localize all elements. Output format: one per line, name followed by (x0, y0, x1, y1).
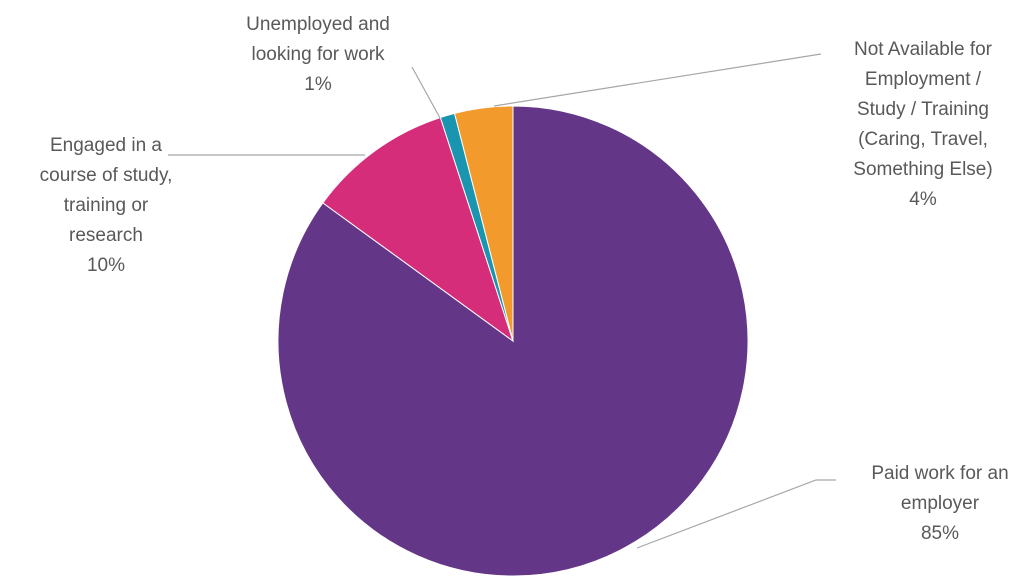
data-label-line: Not Available for (854, 39, 993, 60)
data-label-line: Something Else) (853, 159, 992, 180)
data-label-line: training or (64, 195, 149, 216)
data-label-line: (Caring, Travel, (858, 129, 988, 150)
data-label-percent: 10% (87, 255, 125, 276)
data-label-line: course of study, (40, 165, 173, 186)
data-label-line: Employment / (865, 69, 982, 90)
data-label-3: Unemployed and looking for work 1% (246, 14, 390, 95)
leader-line-3 (411, 66, 441, 119)
leader-line-4 (493, 53, 822, 107)
data-label-percent: 85% (921, 523, 959, 544)
data-label-2: Engaged in a course of study, training or r… (40, 135, 173, 276)
data-label-line: employer (901, 493, 980, 514)
data-label-line: looking for work (251, 44, 385, 65)
data-label-line: Study / Training (857, 99, 989, 120)
data-label-line: Unemployed and (246, 14, 390, 35)
data-label-line: research (69, 225, 143, 246)
data-label-line: Engaged in a (50, 135, 162, 156)
leader-line-1 (636, 479, 836, 549)
pie-slice-2 (322, 116, 514, 343)
data-labels: Paid work for an employer 85% Engaged in a c… (40, 14, 1009, 544)
data-label-percent: 1% (304, 74, 332, 95)
data-label-1: Paid work for an employer 85% (871, 463, 1008, 544)
leader-lines (168, 53, 836, 549)
data-label-4: Not Available for Employment / Study / Tra… (853, 39, 992, 210)
data-label-line: Paid work for an (871, 463, 1008, 484)
pie-slices (277, 105, 749, 576)
pie-slice-4 (453, 105, 514, 342)
data-label-percent: 4% (909, 189, 937, 210)
